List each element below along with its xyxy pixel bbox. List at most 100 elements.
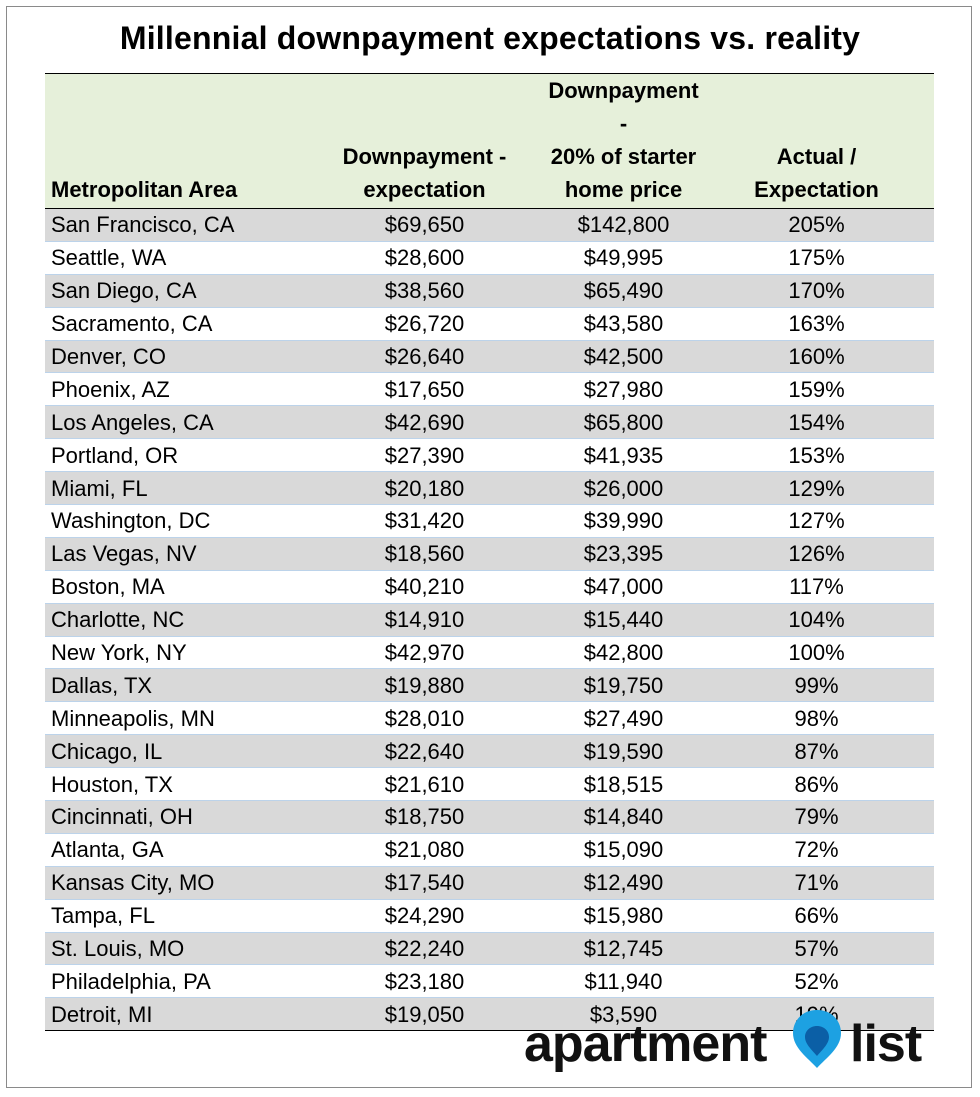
ratio-cell: 117% [699, 570, 934, 604]
ratio-cell: 175% [699, 241, 934, 275]
expectation-cell: $31,420 [301, 504, 548, 538]
table-row: Sacramento, CA $26,720 $43,580 163% [45, 307, 934, 341]
ratio-cell: 71% [699, 866, 934, 900]
starter-price-cell: $41,935 [548, 438, 699, 473]
expectation-cell: $18,560 [301, 537, 548, 571]
expectation-cell: $24,290 [301, 899, 548, 933]
metro-cell: Charlotte, NC [45, 603, 301, 637]
starter-price-cell: $27,490 [548, 701, 699, 736]
starter-price-cell: $39,990 [548, 504, 699, 538]
ratio-cell: 52% [699, 964, 934, 999]
header-line: Metropolitan Area [51, 177, 238, 202]
table-row: Minneapolis, MN $28,010 $27,490 98% [45, 701, 934, 736]
ratio-cell: 57% [699, 932, 934, 966]
expectation-cell: $28,600 [301, 241, 548, 275]
table-row: Kansas City, MO $17,540 $12,490 71% [45, 866, 934, 900]
starter-price-cell: $26,000 [548, 471, 699, 506]
table-row: Phoenix, AZ $17,650 $27,980 159% [45, 372, 934, 407]
expectation-cell: $14,910 [301, 603, 548, 637]
header-line: Downpayment - [548, 78, 699, 136]
metro-cell: Seattle, WA [45, 241, 301, 275]
metro-cell: New York, NY [45, 636, 301, 670]
starter-price-cell: $14,840 [548, 800, 699, 834]
starter-price-cell: $15,440 [548, 603, 699, 637]
ratio-cell: 159% [699, 372, 934, 407]
header-line: Downpayment - [342, 144, 507, 169]
header-line: Expectation [754, 177, 879, 202]
table-row: Seattle, WA $28,600 $49,995 175% [45, 241, 934, 275]
metro-cell: Sacramento, CA [45, 307, 301, 341]
expectation-cell: $20,180 [301, 471, 548, 506]
metro-cell: Dallas, TX [45, 668, 301, 703]
ratio-cell: 104% [699, 603, 934, 637]
ratio-cell: 160% [699, 340, 934, 374]
expectation-cell: $22,640 [301, 734, 548, 769]
header-line: expectation [363, 177, 486, 202]
ratio-cell: 79% [699, 800, 934, 834]
starter-price-cell: $42,500 [548, 340, 699, 374]
ratio-cell: 205% [699, 208, 934, 242]
metro-cell: Detroit, MI [45, 997, 301, 1032]
metro-cell: Denver, CO [45, 340, 301, 374]
table-row: Boston, MA $40,210 $47,000 117% [45, 570, 934, 604]
expectation-cell: $21,080 [301, 833, 548, 867]
column-header-ratio: Actual / Expectation [699, 73, 934, 209]
ratio-cell: 154% [699, 405, 934, 440]
starter-price-cell: $11,940 [548, 964, 699, 999]
expectation-cell: $18,750 [301, 800, 548, 834]
starter-price-cell: $27,980 [548, 372, 699, 407]
ratio-cell: 126% [699, 537, 934, 571]
table-row: Houston, TX $21,610 $18,515 86% [45, 767, 934, 802]
table-row: Philadelphia, PA $23,180 $11,940 52% [45, 964, 934, 999]
table-row: Tampa, FL $24,290 $15,980 66% [45, 899, 934, 933]
ratio-cell: 170% [699, 274, 934, 308]
metro-cell: Houston, TX [45, 767, 301, 802]
apartment-list-logo: apartment list [520, 1006, 930, 1078]
table-row: Portland, OR $27,390 $41,935 153% [45, 438, 934, 473]
expectation-cell: $19,880 [301, 668, 548, 703]
expectation-cell: $21,610 [301, 767, 548, 802]
table-row: Atlanta, GA $21,080 $15,090 72% [45, 833, 934, 867]
starter-price-cell: $19,590 [548, 734, 699, 769]
table-row: Chicago, IL $22,640 $19,590 87% [45, 734, 934, 769]
expectation-cell: $38,560 [301, 274, 548, 308]
data-table: Metropolitan Area Downpayment - expectati… [45, 73, 934, 1032]
ratio-cell: 72% [699, 833, 934, 867]
table-row: San Francisco, CA $69,650 $142,800 205% [45, 208, 934, 242]
starter-price-cell: $15,090 [548, 833, 699, 867]
header-line: 20% of starter [550, 144, 697, 169]
ratio-cell: 98% [699, 701, 934, 736]
table-row: San Diego, CA $38,560 $65,490 170% [45, 274, 934, 308]
metro-cell: Tampa, FL [45, 899, 301, 933]
ratio-cell: 87% [699, 734, 934, 769]
ratio-cell: 163% [699, 307, 934, 341]
starter-price-cell: $142,800 [548, 208, 699, 242]
table-row: St. Louis, MO $22,240 $12,745 57% [45, 932, 934, 966]
expectation-cell: $23,180 [301, 964, 548, 999]
table-row: Cincinnati, OH $18,750 $14,840 79% [45, 800, 934, 834]
table-row: Los Angeles, CA $42,690 $65,800 154% [45, 405, 934, 440]
starter-price-cell: $12,745 [548, 932, 699, 966]
table-row: Detroit, MI$19,050$3,59019% [45, 997, 934, 1032]
metro-cell: Philadelphia, PA [45, 964, 301, 999]
logo-word-list: list [850, 1015, 922, 1073]
expectation-cell: $19,050 [301, 997, 548, 1032]
expectation-cell: $26,640 [301, 340, 548, 374]
table-body: San Francisco, CA $69,650 $142,800 205% Seat… [45, 208, 934, 1032]
starter-price-cell: $19,750 [548, 668, 699, 703]
expectation-cell: $69,650 [301, 208, 548, 242]
column-header-metro: Metropolitan Area [45, 73, 301, 209]
expectation-cell: $42,690 [301, 405, 548, 440]
logo-word-apartment: apartment [524, 1015, 767, 1073]
expectation-cell: $17,540 [301, 866, 548, 900]
expectation-cell: $42,970 [301, 636, 548, 670]
starter-price-cell: $47,000 [548, 570, 699, 604]
metro-cell: Kansas City, MO [45, 866, 301, 900]
metro-cell: Washington, DC [45, 504, 301, 538]
metro-cell: Phoenix, AZ [45, 372, 301, 407]
starter-price-cell: $43,580 [548, 307, 699, 341]
starter-price-cell: $42,800 [548, 636, 699, 670]
metro-cell: Boston, MA [45, 570, 301, 604]
table-row: Miami, FL $20,180 $26,000 129% [45, 471, 934, 506]
table-row: Washington, DC $31,420 $39,990 127% [45, 504, 934, 538]
